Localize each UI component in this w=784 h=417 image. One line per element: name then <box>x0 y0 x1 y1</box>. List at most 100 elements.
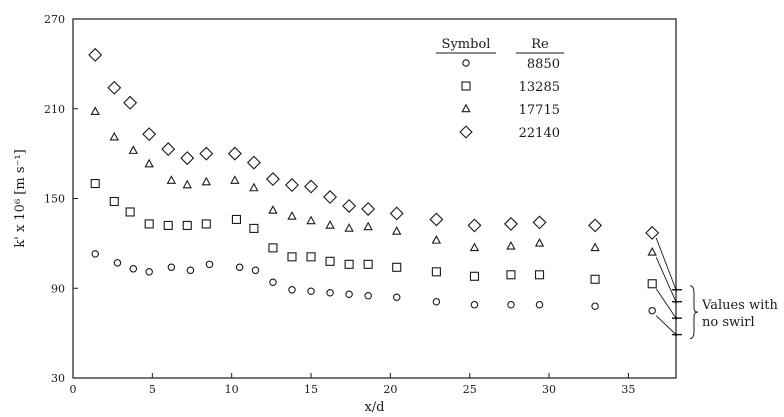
square-data-point <box>163 220 173 230</box>
square-data-point <box>325 256 335 266</box>
y-tick-label: 90 <box>51 282 65 295</box>
circle-data-point <box>507 300 515 309</box>
circle-data-point <box>326 288 334 297</box>
triangle-data-point <box>590 242 600 252</box>
circle-data-point <box>392 293 401 301</box>
triangle-data-point <box>534 238 545 247</box>
legend-re-value: 8850 <box>527 57 560 72</box>
square-data-point <box>201 219 211 229</box>
circle-data-point <box>345 290 353 298</box>
no-swirl-leader-line <box>655 237 677 290</box>
diamond-data-point <box>429 212 444 227</box>
diamond-data-point <box>323 190 338 204</box>
no-swirl-leader-line <box>655 288 677 319</box>
legend-triangle-marker <box>461 103 471 113</box>
triangle-data-point <box>431 235 442 244</box>
x-tick-label: 10 <box>225 383 239 396</box>
x-tick-label: 5 <box>149 383 156 396</box>
triangle-data-point <box>647 247 657 256</box>
square-data-point <box>231 214 241 224</box>
circle-data-point <box>364 291 372 300</box>
triangle-data-point <box>469 242 480 252</box>
no-swirl-bracket <box>689 285 699 340</box>
legend-rows: 8850 13285 17715 22140 <box>459 57 560 141</box>
x-axis: 0 5 10 15 20 25 30 35 <box>70 373 635 396</box>
y-tick-label: 30 <box>51 372 65 385</box>
square-data-point <box>506 270 516 280</box>
diamond-data-point <box>645 225 660 240</box>
triangle-data-point <box>249 182 259 192</box>
square-data-point <box>287 252 297 262</box>
triangle-data-point <box>344 223 354 232</box>
plot-area <box>72 18 677 379</box>
triangle-data-point <box>166 175 177 184</box>
square-data-point <box>144 219 154 229</box>
triangle-data-point <box>325 220 335 229</box>
square-data-point <box>534 270 545 280</box>
no-swirl-value-dot <box>674 333 678 337</box>
diamond-data-point <box>361 201 376 216</box>
square-data-point <box>392 262 402 272</box>
series-8850 <box>91 250 656 315</box>
square-data-point <box>109 196 119 207</box>
diamond-data-point <box>389 206 404 221</box>
triangle-data-point <box>90 106 100 116</box>
x-tick-label: 35 <box>621 383 635 396</box>
triangle-data-point <box>306 215 316 225</box>
legend-re-value: 13285 <box>519 80 560 95</box>
square-data-point <box>344 259 354 269</box>
legend-circle-marker <box>462 59 470 67</box>
y-tick-label: 270 <box>44 13 65 26</box>
circle-data-point <box>432 297 441 306</box>
series-17715 <box>90 106 657 256</box>
x-axis-title: x/d <box>364 400 384 415</box>
diamond-data-point <box>503 216 518 231</box>
circle-data-point <box>91 250 99 258</box>
x-tick-label: 20 <box>383 383 397 396</box>
diamond-data-point <box>123 95 138 110</box>
square-data-point <box>90 178 100 189</box>
circle-data-point <box>145 268 153 276</box>
square-data-point <box>306 252 316 262</box>
square-data-point <box>182 220 192 230</box>
square-data-point <box>363 259 373 269</box>
triangle-data-point <box>144 158 154 168</box>
no-swirl-value-dot <box>674 288 678 292</box>
circle-data-point <box>288 285 296 294</box>
diamond-data-point <box>88 47 103 62</box>
diamond-data-point <box>142 127 157 142</box>
x-tick-label: 25 <box>463 383 477 396</box>
diamond-data-point <box>180 151 195 166</box>
circle-data-point <box>113 259 122 267</box>
diamond-data-point <box>246 155 261 170</box>
square-data-point <box>249 223 259 233</box>
circle-data-point <box>269 278 277 287</box>
circle-data-point <box>186 266 195 275</box>
diamond-data-point <box>107 80 122 95</box>
circle-data-point <box>535 300 544 309</box>
diamond-data-point <box>532 215 547 230</box>
x-tick-label: 30 <box>542 383 556 396</box>
circle-data-point <box>307 287 315 295</box>
no-swirl-value-dot <box>674 316 678 320</box>
diamond-data-point <box>227 146 242 161</box>
x-tick-label: 0 <box>70 383 77 396</box>
no-swirl-leader-line <box>655 315 677 335</box>
diamond-data-point <box>467 218 482 233</box>
triangle-data-point <box>287 211 297 220</box>
triangle-data-point <box>230 175 240 184</box>
y-axis-title: k' x 10⁶ [m s⁻¹] <box>13 149 28 247</box>
triangle-data-point <box>109 131 119 141</box>
square-data-point <box>590 274 600 284</box>
series-22140 <box>88 47 660 240</box>
legend: Symbol Re 8850 13285 17715 22140 <box>436 37 564 141</box>
triangle-data-point <box>201 176 212 186</box>
y-axis: 30 90 150 210 270 <box>44 13 78 385</box>
diamond-data-point <box>304 179 319 194</box>
legend-re-value: 17715 <box>519 103 560 118</box>
plot-frame <box>72 18 677 379</box>
circle-data-point <box>205 260 214 269</box>
legend-re-value: 22140 <box>519 126 560 141</box>
diamond-data-point <box>265 172 280 187</box>
no-swirl-note-line-1: Values with <box>701 298 778 313</box>
